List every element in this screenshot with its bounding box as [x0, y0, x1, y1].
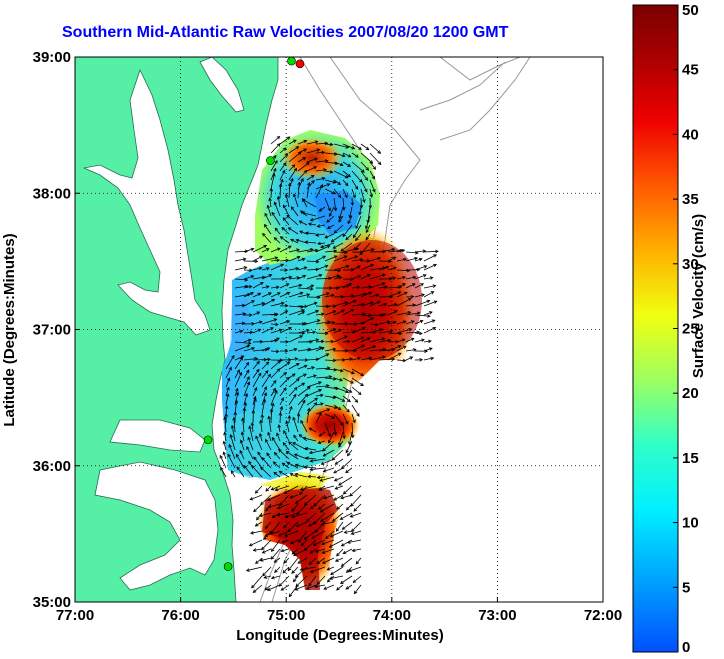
lon-tick-label: 73:00: [478, 607, 516, 624]
colorbar-tick-label: 10: [682, 515, 699, 532]
colorbar-tick-label: 25: [682, 321, 699, 338]
delaware-bay: [199, 57, 245, 113]
colorbar: [632, 4, 679, 653]
lon-tick-label: 77:00: [56, 607, 94, 624]
colorbar-tick-label: 20: [682, 385, 699, 402]
chesapeake-bay: [82, 68, 211, 336]
lat-tick-label: 37:00: [33, 322, 71, 339]
colorbar-tick-label: 15: [682, 450, 699, 467]
lon-tick-label: 72:00: [584, 607, 622, 624]
longitude-ticks: 77:00 76:00 75:00 74:00 73:00 72:00: [56, 597, 622, 624]
lon-tick-label: 74:00: [373, 607, 411, 624]
lat-tick-label: 38:00: [33, 185, 71, 202]
colorbar-tick-label: 50: [682, 2, 699, 19]
latitude-ticks: 39:00 38:00 37:00 36:00 35:00: [33, 49, 80, 611]
radar-station-marker: [295, 59, 305, 69]
pamlico-sound: [94, 461, 219, 591]
colorbar-tick-label: 30: [682, 256, 699, 273]
lon-tick-label: 76:00: [161, 607, 199, 624]
colorbar-tick-label: 35: [682, 191, 699, 208]
colorbar-ticks: 0 5 10 15 20 25 30 35 40 45 50: [673, 2, 699, 656]
colorbar-tick-label: 5: [682, 579, 690, 596]
colorbar-label: Surface Velocity (cm/s): [690, 214, 707, 378]
colorbar-tick-label: 40: [682, 126, 699, 143]
colorbar-tick-label: 45: [682, 62, 699, 79]
lat-tick-label: 36:00: [33, 458, 71, 475]
y-axis-label: Latitude (Degrees:Minutes): [1, 233, 18, 426]
radar-station-marker: [287, 57, 296, 66]
radar-station-marker: [223, 562, 233, 571]
x-axis-label: Longitude (Degrees:Minutes): [236, 627, 444, 644]
grid-lines: [75, 57, 603, 602]
colorbar-tick-label: 0: [682, 639, 690, 656]
lat-tick-label: 39:00: [33, 49, 71, 66]
radar-station-marker: [203, 435, 213, 445]
velocity-vectors: [219, 135, 439, 598]
map-title: Southern Mid-Atlantic Raw Velocities 200…: [62, 24, 509, 41]
lon-tick-label: 75:00: [267, 607, 305, 624]
bathymetry-contour: [419, 57, 531, 141]
lat-tick-label: 35:00: [33, 594, 71, 611]
hf-radar-stations: [203, 57, 305, 571]
radar-station-marker: [266, 156, 275, 165]
albemarle-sound: [109, 419, 206, 453]
